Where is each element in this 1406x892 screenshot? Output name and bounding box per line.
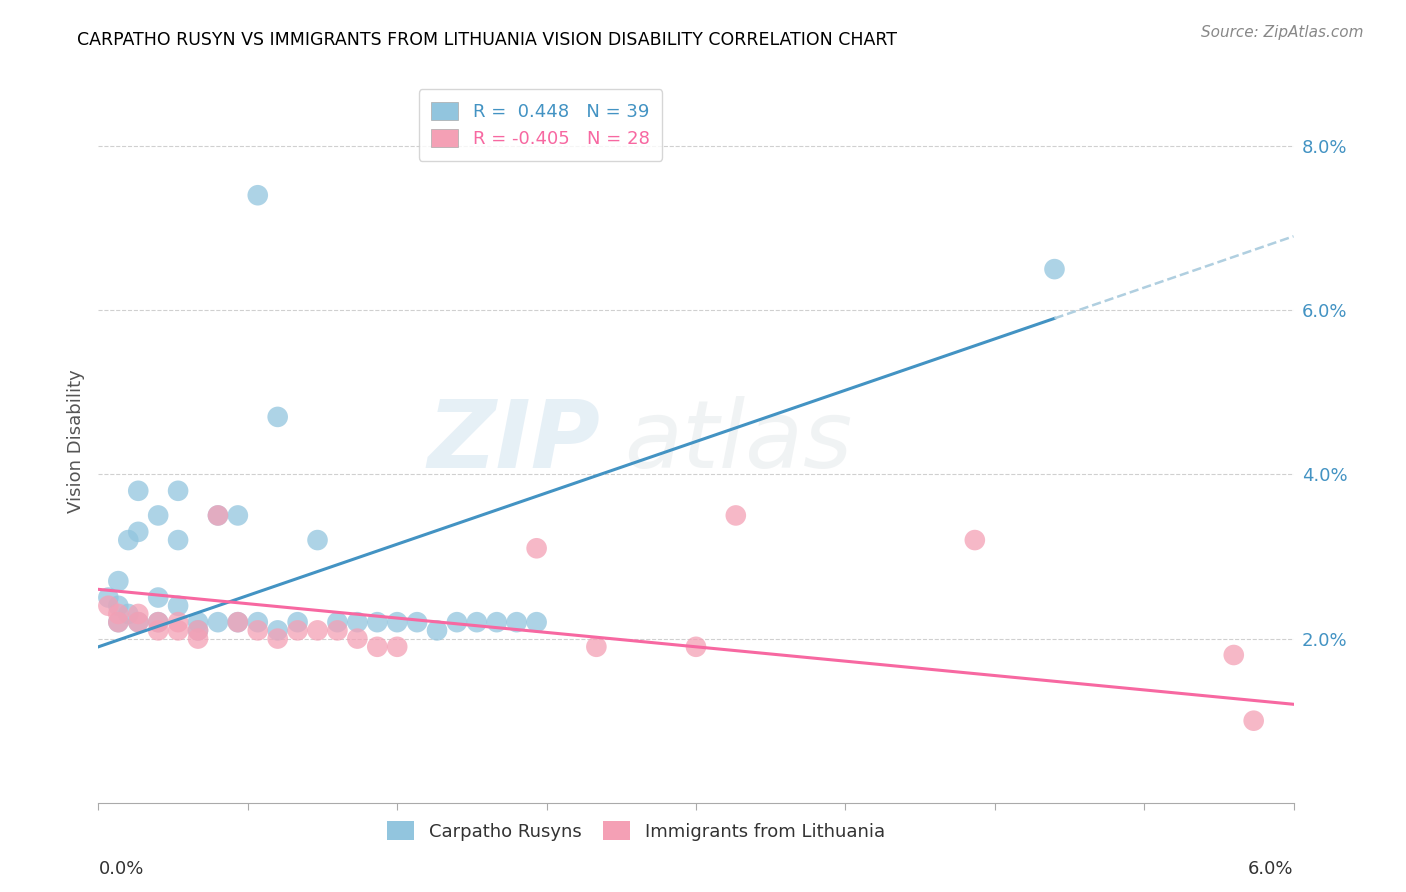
Point bbox=[226, 508, 249, 523]
Point bbox=[127, 615, 149, 630]
Text: Source: ZipAtlas.com: Source: ZipAtlas.com bbox=[1201, 25, 1364, 40]
Point bbox=[246, 615, 269, 630]
Point bbox=[167, 624, 190, 638]
Point bbox=[226, 615, 249, 630]
Point bbox=[267, 632, 290, 646]
Point bbox=[426, 624, 449, 638]
Point bbox=[107, 599, 129, 613]
Point bbox=[148, 508, 170, 523]
Point bbox=[117, 607, 139, 621]
Point bbox=[446, 615, 468, 630]
Point bbox=[207, 508, 229, 523]
Point bbox=[485, 615, 508, 630]
Point bbox=[385, 615, 409, 630]
Point bbox=[465, 615, 488, 630]
Point bbox=[326, 615, 349, 630]
Point bbox=[187, 624, 209, 638]
Point bbox=[526, 615, 548, 630]
Point bbox=[287, 624, 309, 638]
Point bbox=[148, 615, 170, 630]
Point bbox=[963, 533, 986, 547]
Point bbox=[97, 591, 120, 605]
Text: 6.0%: 6.0% bbox=[1249, 860, 1294, 879]
Point bbox=[207, 508, 229, 523]
Point bbox=[148, 591, 170, 605]
Point bbox=[107, 615, 129, 630]
Legend: Carpatho Rusyns, Immigrants from Lithuania: Carpatho Rusyns, Immigrants from Lithuan… bbox=[377, 811, 896, 852]
Text: atlas: atlas bbox=[624, 396, 852, 487]
Point bbox=[1243, 714, 1265, 728]
Point bbox=[326, 624, 349, 638]
Point bbox=[366, 640, 388, 654]
Point bbox=[97, 599, 120, 613]
Point bbox=[307, 624, 329, 638]
Point bbox=[246, 624, 269, 638]
Point bbox=[148, 615, 170, 630]
Text: 0.0%: 0.0% bbox=[98, 860, 143, 879]
Point bbox=[346, 615, 368, 630]
Point bbox=[526, 541, 548, 556]
Point bbox=[506, 615, 529, 630]
Point bbox=[685, 640, 707, 654]
Point bbox=[366, 615, 388, 630]
Text: ZIP: ZIP bbox=[427, 395, 600, 488]
Point bbox=[107, 607, 129, 621]
Point bbox=[226, 615, 249, 630]
Point bbox=[127, 483, 149, 498]
Point bbox=[167, 615, 190, 630]
Point bbox=[1223, 648, 1246, 662]
Point bbox=[148, 624, 170, 638]
Point bbox=[167, 533, 190, 547]
Point bbox=[724, 508, 747, 523]
Point bbox=[117, 533, 139, 547]
Point bbox=[346, 632, 368, 646]
Point bbox=[107, 615, 129, 630]
Point bbox=[385, 640, 409, 654]
Point bbox=[167, 599, 190, 613]
Point bbox=[187, 615, 209, 630]
Point bbox=[127, 615, 149, 630]
Point bbox=[187, 632, 209, 646]
Point bbox=[1043, 262, 1066, 277]
Point bbox=[107, 574, 129, 588]
Point bbox=[406, 615, 429, 630]
Point bbox=[127, 607, 149, 621]
Point bbox=[167, 483, 190, 498]
Point bbox=[207, 615, 229, 630]
Point bbox=[287, 615, 309, 630]
Y-axis label: Vision Disability: Vision Disability bbox=[66, 369, 84, 514]
Point bbox=[267, 624, 290, 638]
Point bbox=[267, 409, 290, 424]
Point bbox=[246, 188, 269, 202]
Text: CARPATHO RUSYN VS IMMIGRANTS FROM LITHUANIA VISION DISABILITY CORRELATION CHART: CARPATHO RUSYN VS IMMIGRANTS FROM LITHUA… bbox=[77, 31, 897, 49]
Point bbox=[127, 524, 149, 539]
Point bbox=[187, 624, 209, 638]
Point bbox=[585, 640, 607, 654]
Point bbox=[307, 533, 329, 547]
